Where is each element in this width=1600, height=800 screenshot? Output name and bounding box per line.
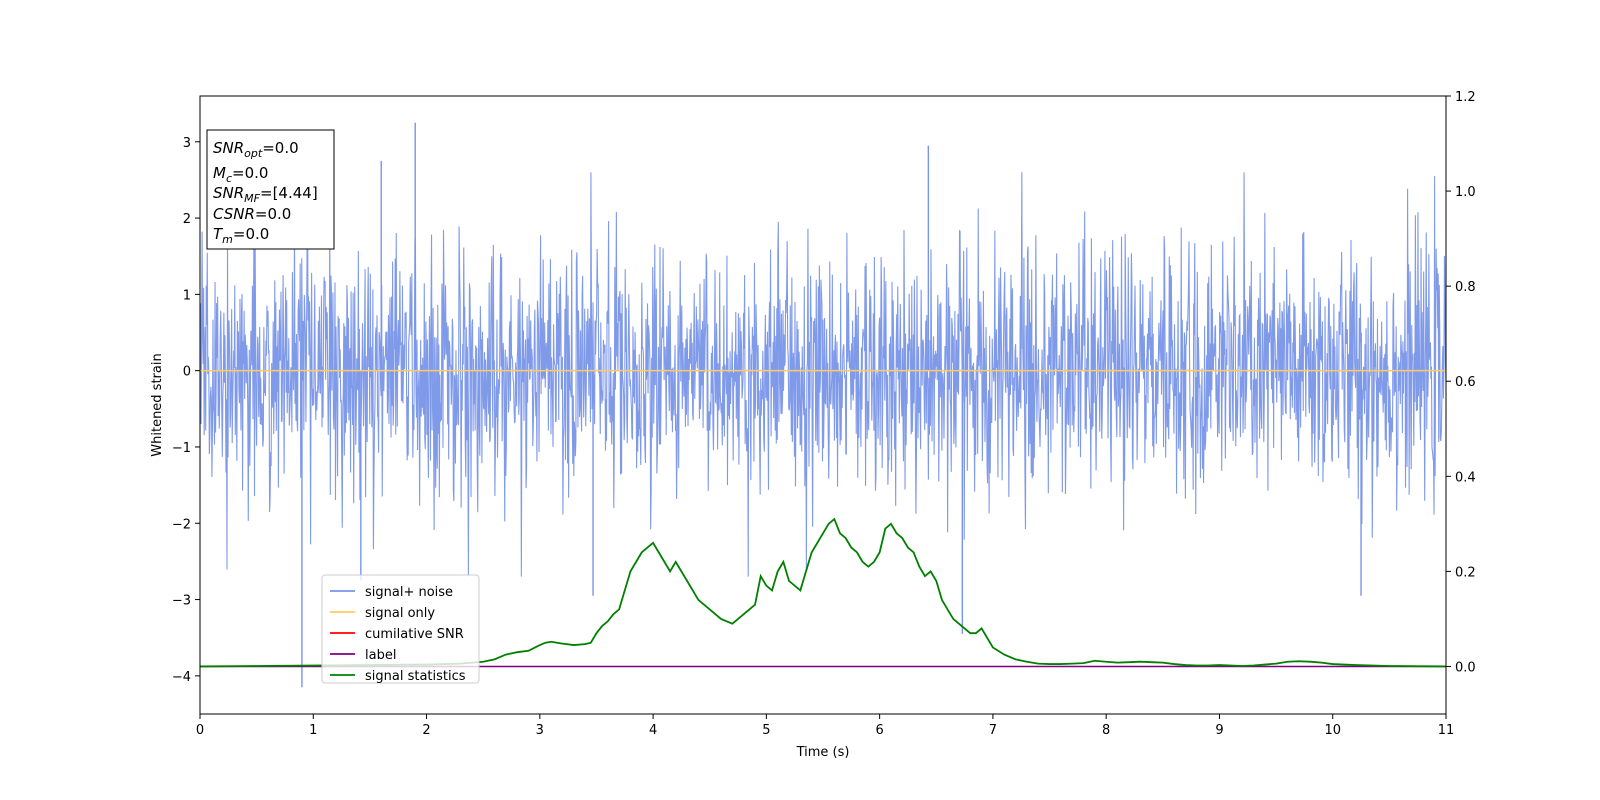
legend-label: signal statistics: [365, 669, 466, 684]
legend-label: signal+ noise: [365, 585, 453, 600]
x-tick-label: 5: [762, 723, 770, 738]
y-tick-label: −3: [172, 594, 191, 609]
x-tick-label: 7: [989, 723, 997, 738]
y-tick-label: 1: [183, 288, 191, 303]
y-axis-label: Whitened strain: [150, 353, 165, 456]
x-tick-label: 1: [309, 723, 317, 738]
axis-ticks-group: 0 1 2 3 4 5 6 7 8 9 10 11 −4 −3 −2 −1 0 1 2 3 0.0 0.2 0.4 0.6 0.…: [172, 90, 1476, 738]
signal-noise-series: [199, 122, 1447, 688]
y-tick-label: −2: [172, 517, 191, 532]
annotation-line: SNRopt=0.0: [213, 139, 299, 160]
y-tick-label: 3: [183, 136, 191, 151]
x-tick-label: 0: [196, 723, 204, 738]
x-tick-label: 2: [422, 723, 430, 738]
y-tick-label: 2: [183, 212, 191, 227]
annotation-line: SNRMF=[4.44]: [213, 184, 318, 205]
legend: signal+ noise signal only cumilative SNR la…: [321, 574, 480, 684]
y2-tick-label: 0.2: [1455, 565, 1476, 580]
annotation-line: Mc=0.0: [213, 164, 268, 185]
y-tick-label: −1: [172, 441, 191, 456]
y2-tick-label: 0.4: [1455, 470, 1476, 485]
y-tick-label: −4: [172, 670, 191, 685]
y2-tick-label: 0.0: [1455, 660, 1476, 675]
legend-label: cumilative SNR: [365, 627, 464, 642]
annotation-line: CSNR=0.0: [213, 205, 291, 223]
x-tick-label: 6: [875, 723, 883, 738]
x-tick-label: 10: [1324, 723, 1341, 738]
x-axis-label: Time (s): [796, 745, 850, 760]
x-tick-label: 9: [1215, 723, 1223, 738]
y2-tick-label: 0.8: [1455, 280, 1476, 295]
plot-frame: [199, 95, 1447, 715]
x-tick-label: 4: [649, 723, 657, 738]
y-tick-label: 0: [183, 365, 191, 380]
y2-tick-label: 0.6: [1455, 375, 1476, 390]
legend-label: label: [365, 648, 396, 663]
annotation-line: Tm=0.0: [213, 225, 269, 246]
legend-label: signal only: [365, 606, 435, 621]
x-tick-label: 3: [536, 723, 544, 738]
signal-statistics-line: [199, 517, 1447, 668]
signal-noise-line: [199, 172, 1447, 577]
legend-frame: [321, 574, 480, 684]
x-tick-label: 8: [1102, 723, 1110, 738]
x-tick-label: 11: [1438, 723, 1455, 738]
y2-tick-label: 1.2: [1455, 90, 1476, 105]
y2-tick-label: 1.0: [1455, 185, 1476, 200]
annotation-box-frame: [206, 129, 335, 250]
